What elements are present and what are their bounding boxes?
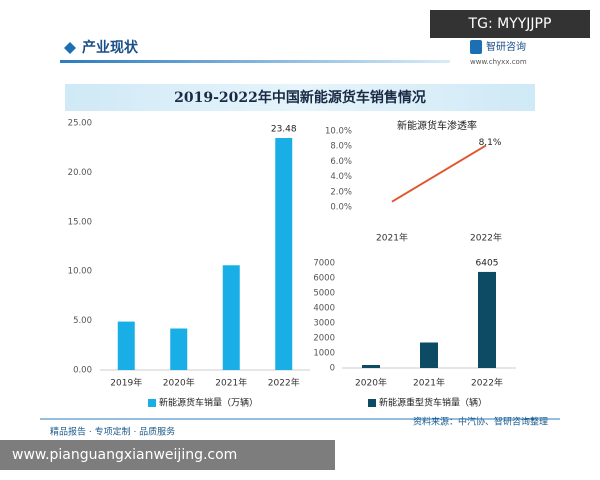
tg-overlay [430,10,590,38]
data-label: 6405 [476,258,499,268]
y-tick-label: 3000 [313,319,335,329]
x-tick-label: 2022年 [471,377,503,389]
legend-swatch [368,399,376,407]
y-tick-label: 20.00 [68,168,92,178]
title-band [65,84,535,111]
x-tick-label: 2022年 [268,377,300,389]
bar [170,328,188,370]
logo-text: 智研咨询 [486,40,526,53]
footer-source: 资料来源：中汽协、智研咨询整理 [413,416,548,428]
y-tick-label: 25.00 [68,119,92,129]
x-tick-label: 2021年 [413,377,445,389]
legend-label: 新能源货车销量（万辆） [159,397,258,409]
y-tick-label: 0.0% [330,203,352,213]
x-tick-label: 2020年 [163,377,195,389]
x-tick-label: 2022年 [470,232,502,244]
y-tick-label: 2.0% [330,187,352,197]
x-tick-label: 2020年 [355,377,387,389]
x-tick-label: 2019年 [110,377,142,389]
y-tick-label: 7000 [313,259,335,269]
bar [362,365,380,368]
url-overlay [0,440,335,470]
y-tick-label: 6.0% [330,157,352,167]
bar [275,138,293,370]
y-tick-label: 1000 [313,349,335,359]
y-tick-label: 4.0% [330,172,352,182]
y-tick-label: 0 [330,364,335,374]
x-tick-label: 2021年 [215,377,247,389]
y-tick-label: 5.00 [73,316,92,326]
y-tick-label: 10.0% [325,127,352,137]
y-tick-label: 2000 [313,334,335,344]
y-tick-label: 0.00 [73,366,92,376]
bar [222,265,240,370]
bar [117,321,135,370]
tg-text: TG: MYYJJPP [468,16,552,32]
data-label: 23.48 [271,125,297,135]
section-title: 产业现状 [82,39,139,56]
legend-label: 新能源重型货车销量（辆） [379,397,487,409]
line [391,144,487,203]
y-tick-label: 15.00 [68,217,92,227]
header-line [60,60,450,63]
data-label: 8.1% [479,138,502,148]
y-tick-label: 5000 [313,289,335,299]
legend-swatch [148,399,156,407]
y-tick-label: 8.0% [330,142,352,152]
section-icon [64,42,76,54]
chart-title: 2019-2022年中国新能源货车销售情况 [174,89,426,106]
footer-slogan: 精品报告 · 专项定制 · 品质服务 [50,426,175,438]
url-text: www.pianguangxianweijing.com [12,447,237,463]
y-tick-label: 4000 [313,304,335,314]
subchart-title: 新能源货车渗透率 [397,119,477,132]
bar [478,271,496,368]
y-tick-label: 6000 [313,274,335,284]
logo-site: www.chyxx.com [470,58,527,66]
x-tick-label: 2021年 [376,232,408,244]
logo-icon [470,40,482,54]
y-tick-label: 10.00 [68,267,92,277]
bar [420,342,438,368]
